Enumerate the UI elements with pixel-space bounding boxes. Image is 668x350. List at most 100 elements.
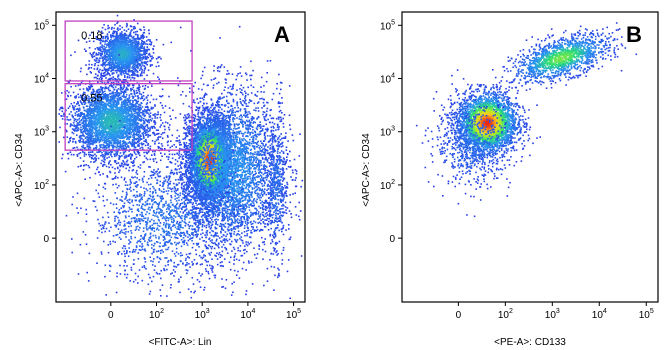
scatter-point: [106, 176, 109, 178]
scatter-point: [143, 51, 145, 53]
scatter-point: [145, 96, 148, 98]
scatter-point: [105, 77, 107, 79]
scatter-point: [131, 74, 133, 76]
scatter-point: [128, 74, 131, 77]
scatter-point: [107, 117, 109, 120]
scatter-point: [127, 45, 130, 47]
scatter-point: [133, 132, 136, 134]
scatter-point: [119, 155, 122, 158]
scatter-point: [128, 59, 130, 62]
scatter-point: [112, 92, 115, 94]
scatter-point: [129, 56, 131, 59]
scatter-point: [122, 66, 125, 69]
scatter-point: [104, 57, 107, 59]
scatter-point: [112, 68, 114, 71]
scatter-point: [126, 67, 129, 70]
scatter-point: [128, 51, 130, 53]
scatter-point: [90, 161, 92, 163]
scatter-point: [115, 123, 117, 126]
scatter-point: [116, 79, 118, 81]
scatter-point: [79, 88, 81, 91]
scatter-point: [142, 57, 145, 60]
scatter-point: [131, 48, 133, 50]
scatter-point: [106, 44, 108, 46]
scatter-point: [161, 122, 164, 124]
scatter-point: [104, 119, 106, 121]
scatter-point: [95, 126, 98, 129]
scatter-point: [140, 135, 142, 137]
scatter-point: [129, 115, 131, 117]
scatter-point: [138, 63, 141, 66]
scatter-point: [125, 25, 128, 28]
scatter-point: [130, 53, 132, 56]
scatter-point: [151, 85, 153, 87]
scatter-point: [131, 114, 134, 116]
scatter-point: [147, 53, 150, 56]
scatter-point: [143, 136, 145, 138]
scatter-point: [137, 117, 139, 119]
scatter-point: [126, 115, 129, 118]
scatter-point: [123, 92, 125, 95]
scatter-point: [134, 41, 136, 44]
scatter-point: [124, 68, 127, 70]
scatter-point: [125, 38, 128, 40]
scatter-point: [109, 55, 111, 58]
scatter-point: [97, 64, 100, 67]
scatter-point: [114, 126, 116, 129]
scatter-point: [130, 59, 132, 62]
scatter-point: [104, 139, 107, 141]
scatter-point: [143, 53, 145, 56]
scatter-point: [149, 54, 151, 56]
scatter-point: [146, 55, 148, 58]
scatter-point: [136, 41, 139, 44]
scatter-point: [96, 139, 98, 142]
scatter-point: [109, 40, 111, 42]
scatter-point: [130, 87, 132, 90]
scatter-point: [138, 46, 141, 49]
scatter-point: [118, 58, 120, 61]
scatter-point: [102, 96, 105, 98]
scatter-point: [155, 58, 158, 60]
scatter-point: [83, 155, 86, 157]
scatter-point: [144, 50, 146, 52]
scatter-point: [141, 95, 143, 98]
scatter-point: [135, 125, 138, 127]
scatter-point: [84, 141, 86, 143]
scatter-point: [73, 138, 75, 140]
scatter-point: [122, 50, 124, 53]
scatter-point: [132, 86, 135, 89]
scatter-point: [72, 122, 75, 124]
scatter-point: [85, 50, 87, 52]
scatter-point: [122, 60, 125, 63]
scatter-point: [58, 108, 61, 111]
scatter-point: [105, 60, 108, 63]
scatter-point: [140, 57, 143, 59]
scatter-point: [144, 144, 147, 147]
scatter-point: [134, 55, 137, 58]
scatter-point: [100, 34, 102, 37]
scatter-point: [101, 136, 104, 138]
scatter-point: [109, 112, 112, 114]
scatter-point: [107, 55, 110, 58]
scatter-point: [79, 134, 82, 137]
scatter-point: [114, 40, 117, 42]
scatter-point: [102, 143, 104, 146]
scatter-point: [142, 135, 145, 137]
scatter-point: [108, 89, 111, 92]
scatter-point: [114, 44, 117, 47]
scatter-point: [102, 131, 105, 134]
scatter-point: [89, 136, 91, 138]
scatter-point: [104, 112, 107, 114]
scatter-point: [121, 136, 123, 138]
scatter-point: [102, 165, 104, 167]
scatter-point: [104, 128, 107, 131]
scatter-point: [139, 50, 142, 53]
scatter-point: [124, 64, 126, 66]
scatter-point: [131, 95, 134, 98]
scatter-point: [119, 62, 122, 65]
scatter-point: [160, 95, 163, 98]
scatter-point: [115, 35, 118, 38]
scatter-point: [150, 43, 153, 45]
scatter-point: [154, 150, 156, 153]
scatter-point: [124, 37, 126, 39]
